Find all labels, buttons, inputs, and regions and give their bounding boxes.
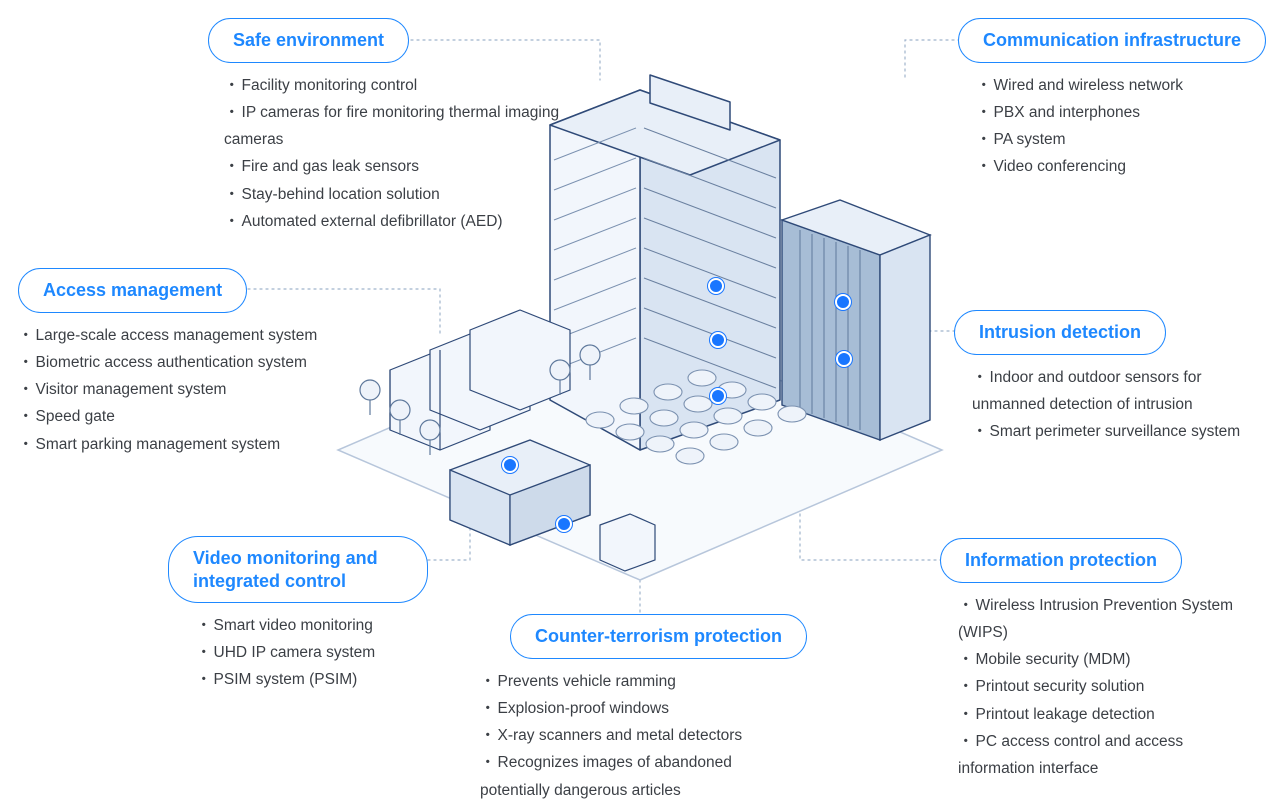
list-item: Prevents vehicle ramming: [480, 668, 800, 695]
list-item: Facility monitoring control: [224, 72, 584, 99]
list-item: Biometric access authentication system: [18, 349, 348, 376]
node-dot-video: [502, 457, 518, 473]
list-item: X-ray scanners and metal detectors: [480, 722, 800, 749]
list-item: Large-scale access management system: [18, 322, 348, 349]
list-safe-environment: Facility monitoring control IP cameras f…: [224, 72, 584, 235]
pill-counter-terrorism: Counter-terrorism protection: [510, 614, 807, 659]
list-counter-terrorism: Prevents vehicle ramming Explosion-proof…: [480, 668, 800, 804]
list-item: IP cameras for fire monitoring thermal i…: [224, 99, 584, 153]
list-item: Explosion-proof windows: [480, 695, 800, 722]
node-dot-info: [710, 388, 726, 404]
pill-information-protection: Information protection: [940, 538, 1182, 583]
pill-access-management: Access management: [18, 268, 247, 313]
list-item: PA system: [976, 126, 1256, 153]
list-item: PC access control and access information…: [958, 728, 1258, 782]
pill-video-monitoring: Video monitoring and integrated control: [168, 536, 428, 603]
list-item: Fire and gas leak sensors: [224, 153, 584, 180]
list-item: Stay-behind location solution: [224, 181, 584, 208]
pill-intrusion-detection: Intrusion detection: [954, 310, 1166, 355]
list-item: Wired and wireless network: [976, 72, 1256, 99]
list-item: Automated external defibrillator (AED): [224, 208, 584, 235]
list-item: Indoor and outdoor sensors for unmanned …: [972, 364, 1262, 418]
list-access-management: Large-scale access management system Bio…: [18, 322, 348, 458]
diagram-canvas: Safe environment Facility monitoring con…: [0, 0, 1280, 807]
list-item: PSIM system (PSIM): [196, 666, 456, 693]
node-dot-intrusion: [836, 351, 852, 367]
pill-safe-environment: Safe environment: [208, 18, 409, 63]
node-dot-counter: [556, 516, 572, 532]
list-item: Smart perimeter surveillance system: [972, 418, 1262, 445]
list-item: Recognizes images of abandoned potential…: [480, 749, 800, 803]
node-dot-comm: [835, 294, 851, 310]
list-item: Video conferencing: [976, 153, 1256, 180]
list-item: UHD IP camera system: [196, 639, 456, 666]
list-video-monitoring: Smart video monitoring UHD IP camera sys…: [196, 612, 456, 693]
list-communication-infrastructure: Wired and wireless network PBX and inter…: [976, 72, 1256, 181]
list-item: Mobile security (MDM): [958, 646, 1258, 673]
list-item: Visitor management system: [18, 376, 348, 403]
list-item: Wireless Intrusion Prevention System (WI…: [958, 592, 1258, 646]
list-information-protection: Wireless Intrusion Prevention System (WI…: [958, 592, 1258, 782]
node-dot-safe: [708, 278, 724, 294]
list-item: Printout security solution: [958, 673, 1258, 700]
list-item: Printout leakage detection: [958, 701, 1258, 728]
list-item: Smart video monitoring: [196, 612, 456, 639]
list-item: Speed gate: [18, 403, 348, 430]
list-item: PBX and interphones: [976, 99, 1256, 126]
pill-communication-infrastructure: Communication infrastructure: [958, 18, 1266, 63]
node-dot-access: [710, 332, 726, 348]
list-intrusion-detection: Indoor and outdoor sensors for unmanned …: [972, 364, 1262, 445]
list-item: Smart parking management system: [18, 431, 348, 458]
